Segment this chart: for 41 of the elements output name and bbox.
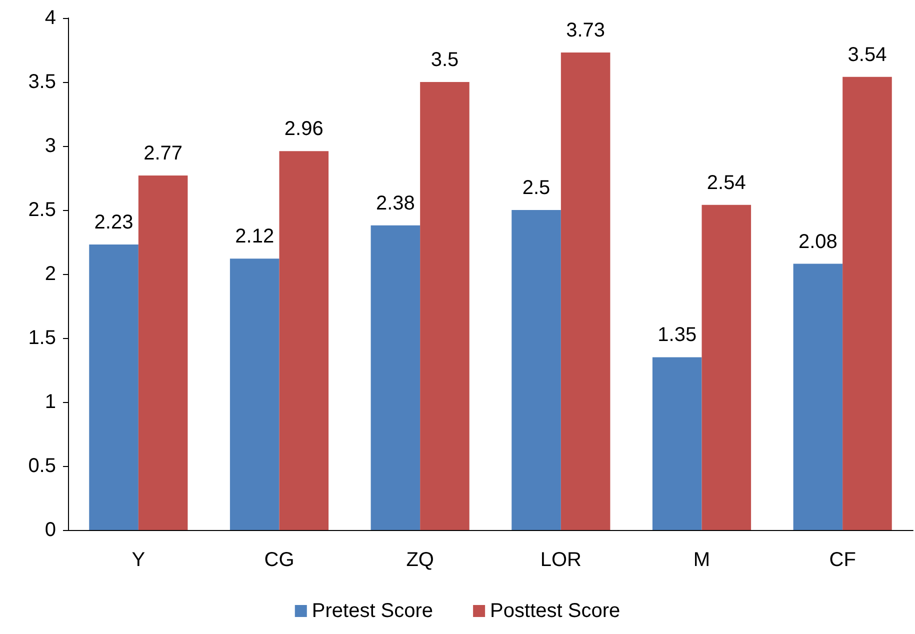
bar <box>560 52 610 530</box>
legend-label: Pretest Score <box>312 600 434 622</box>
data-label: 3.5 <box>430 49 459 71</box>
x-tick-label: M <box>693 549 710 571</box>
x-tick-label: CF <box>829 549 856 571</box>
y-tick-label: 1 <box>44 391 56 413</box>
data-label: 2.23 <box>94 212 134 234</box>
data-label: 1.35 <box>658 324 697 346</box>
x-tick-label: LOR <box>540 549 582 571</box>
y-tick-label: 3.5 <box>28 71 56 93</box>
y-tick-label: 2 <box>44 263 56 285</box>
data-label: 2.08 <box>798 230 838 253</box>
x-tick-label: CG <box>264 549 294 571</box>
bar <box>230 258 280 530</box>
y-tick-label: 2.5 <box>28 199 56 221</box>
legend-label: Posttest Score <box>490 600 620 622</box>
y-tick-label: 1.5 <box>28 327 56 349</box>
bar <box>842 76 892 530</box>
x-tick-label: Y <box>132 549 146 571</box>
bar <box>512 210 561 530</box>
bar <box>702 204 752 530</box>
bar <box>138 175 188 530</box>
data-label: 2.54 <box>706 172 746 194</box>
bar <box>279 151 329 530</box>
bar <box>652 357 702 530</box>
y-tick-label: 0 <box>44 519 56 541</box>
bar <box>89 244 138 530</box>
bar <box>370 225 420 530</box>
bar <box>793 264 843 530</box>
y-tick-label: 3 <box>44 135 56 157</box>
data-label: 2.5 <box>522 177 550 199</box>
data-label: 2.38 <box>376 192 415 214</box>
bar <box>420 82 470 530</box>
y-tick-label: 4 <box>44 7 56 29</box>
x-tick-label: ZQ <box>406 549 434 571</box>
data-label: 3.54 <box>848 44 887 66</box>
data-label: 2.77 <box>144 142 183 164</box>
data-label: 2.96 <box>284 118 324 140</box>
y-tick-label: 0.5 <box>28 455 56 477</box>
data-label: 2.12 <box>235 226 274 248</box>
data-label: 3.73 <box>566 20 606 42</box>
